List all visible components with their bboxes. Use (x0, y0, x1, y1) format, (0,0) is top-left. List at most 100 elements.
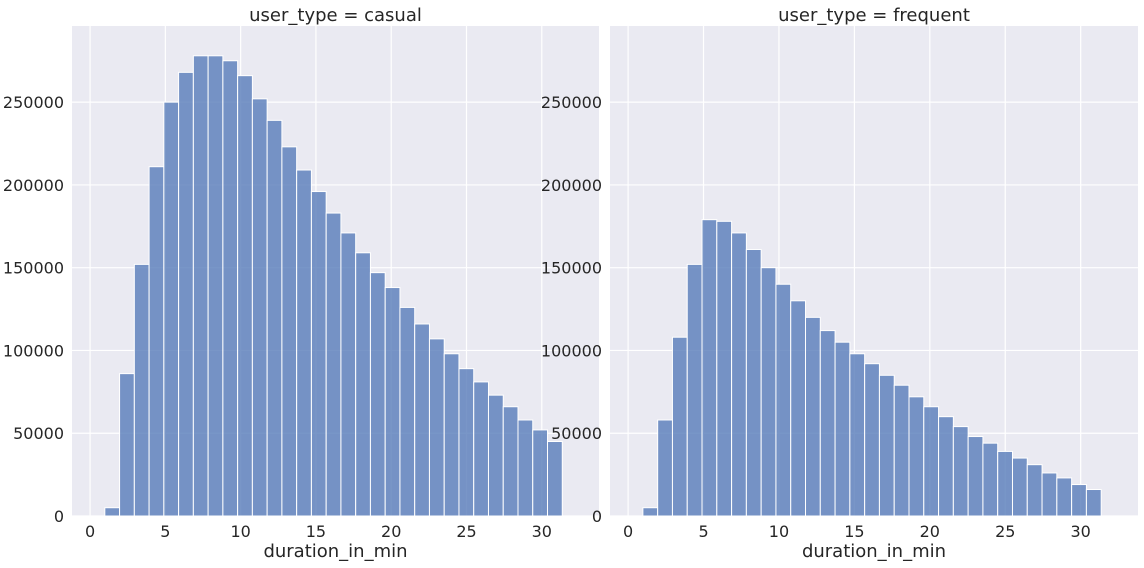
histogram-bar (133, 263, 150, 517)
histogram-bar (325, 212, 342, 517)
histogram-bar (119, 373, 135, 517)
y-tick-label: 150000 (3, 259, 64, 278)
histogram-bar (938, 416, 954, 517)
histogram-bar (414, 323, 430, 517)
histogram-bar (428, 338, 445, 517)
histogram-bar (878, 374, 895, 517)
histogram-bar (458, 368, 475, 517)
histogram-bar (1056, 477, 1073, 517)
y-tick-labels: 0 50000 100000 150000 200000 250000 (3, 93, 64, 526)
histogram-bar (207, 55, 224, 517)
histogram-bar (849, 353, 866, 517)
histogram-bar (281, 146, 298, 517)
histogram-bar (834, 341, 851, 517)
x-tick-label: 5 (698, 522, 708, 541)
histogram-bar (701, 219, 718, 517)
histogram-bar (251, 98, 268, 517)
histogram-bar (671, 336, 688, 517)
y-tick-label: 200000 (3, 176, 64, 195)
y-tick-label: 0 (54, 507, 64, 526)
histogram-bar (686, 263, 703, 517)
histogram-bar (642, 507, 659, 517)
histogram-bar (384, 287, 401, 517)
histogram-bar (443, 353, 460, 517)
y-tick-label: 250000 (3, 93, 64, 112)
x-tick-label: 25 (456, 522, 476, 541)
x-tick-labels: 0 5 10 15 20 25 30 (85, 522, 552, 541)
x-tick-labels: 0 5 10 15 20 25 30 (623, 522, 1091, 541)
panel-frequent: 0 50000 100000 150000 200000 250000 0 5 10 15 20 2… (541, 5, 1138, 562)
histogram-bar (340, 232, 357, 517)
x-tick-label: 0 (623, 522, 633, 541)
histogram-bar (487, 394, 504, 517)
x-tick-label: 25 (995, 522, 1015, 541)
x-tick-label: 0 (85, 522, 95, 541)
histogram-bar (502, 406, 519, 517)
histogram-bar (192, 55, 209, 517)
y-tick-label: 100000 (3, 341, 64, 360)
y-tick-label: 100000 (541, 341, 602, 360)
x-tick-label: 5 (160, 522, 170, 541)
histogram-bar (893, 384, 910, 517)
histogram-bar (148, 166, 165, 517)
x-tick-label: 30 (1070, 522, 1090, 541)
histogram-bar (369, 272, 386, 517)
histogram-bar (1085, 489, 1102, 517)
histogram-bar (104, 507, 121, 517)
x-tick-label: 15 (306, 522, 326, 541)
histogram-bar (760, 267, 777, 517)
histogram-bar (178, 71, 194, 517)
x-tick-label: 15 (844, 522, 864, 541)
panel-title: user_type = casual (249, 5, 422, 26)
y-tick-label: 0 (592, 507, 602, 526)
x-tick-label: 10 (230, 522, 250, 541)
histogram-bar (745, 248, 762, 517)
histogram-bar (222, 60, 239, 517)
histogram-bars (642, 219, 1102, 517)
histogram-bar (1041, 472, 1058, 517)
histogram-bar (775, 283, 792, 517)
histogram-bar (790, 300, 807, 517)
histogram-bar (952, 426, 969, 517)
histogram-bars (104, 55, 563, 517)
y-tick-labels: 0 50000 100000 150000 200000 250000 (541, 93, 602, 526)
histogram-bar (716, 220, 733, 517)
histogram-bar (982, 442, 999, 517)
histogram-bar (864, 363, 880, 517)
x-tick-label: 20 (381, 522, 401, 541)
x-axis-label: duration_in_min (263, 541, 407, 562)
histogram-bar (163, 101, 180, 517)
y-tick-label: 200000 (541, 176, 602, 195)
histogram-bar (547, 441, 563, 517)
histogram-bar (473, 381, 489, 517)
histogram-bar (1011, 457, 1028, 517)
histogram-bar (532, 429, 549, 517)
histogram-bar (819, 330, 836, 517)
x-tick-label: 10 (769, 522, 789, 541)
histogram-bar (1026, 464, 1043, 517)
histogram-bar (517, 419, 534, 517)
y-tick-label: 50000 (551, 424, 602, 443)
y-tick-label: 250000 (541, 93, 602, 112)
histogram-bar (923, 406, 940, 517)
x-tick-label: 30 (532, 522, 552, 541)
panel-title: user_type = frequent (778, 5, 970, 26)
x-tick-label: 20 (920, 522, 940, 541)
histogram-bar (731, 232, 747, 517)
histogram-bar (266, 119, 283, 517)
y-tick-label: 50000 (13, 424, 64, 443)
histogram-bar (237, 75, 253, 517)
histogram-bar (1071, 484, 1087, 517)
histogram-bar (967, 436, 984, 517)
histogram-bar (805, 316, 821, 517)
histogram-bar (657, 419, 673, 517)
histogram-bar (296, 169, 312, 517)
panel-casual: 0 50000 100000 150000 200000 250000 0 5 10 15 20 2… (3, 5, 599, 562)
histogram-bar (399, 306, 416, 517)
histogram-bar (908, 396, 925, 517)
histogram-bar (997, 450, 1013, 517)
x-axis-label: duration_in_min (802, 541, 946, 562)
histogram-bar (355, 252, 371, 517)
y-tick-label: 150000 (541, 259, 602, 278)
